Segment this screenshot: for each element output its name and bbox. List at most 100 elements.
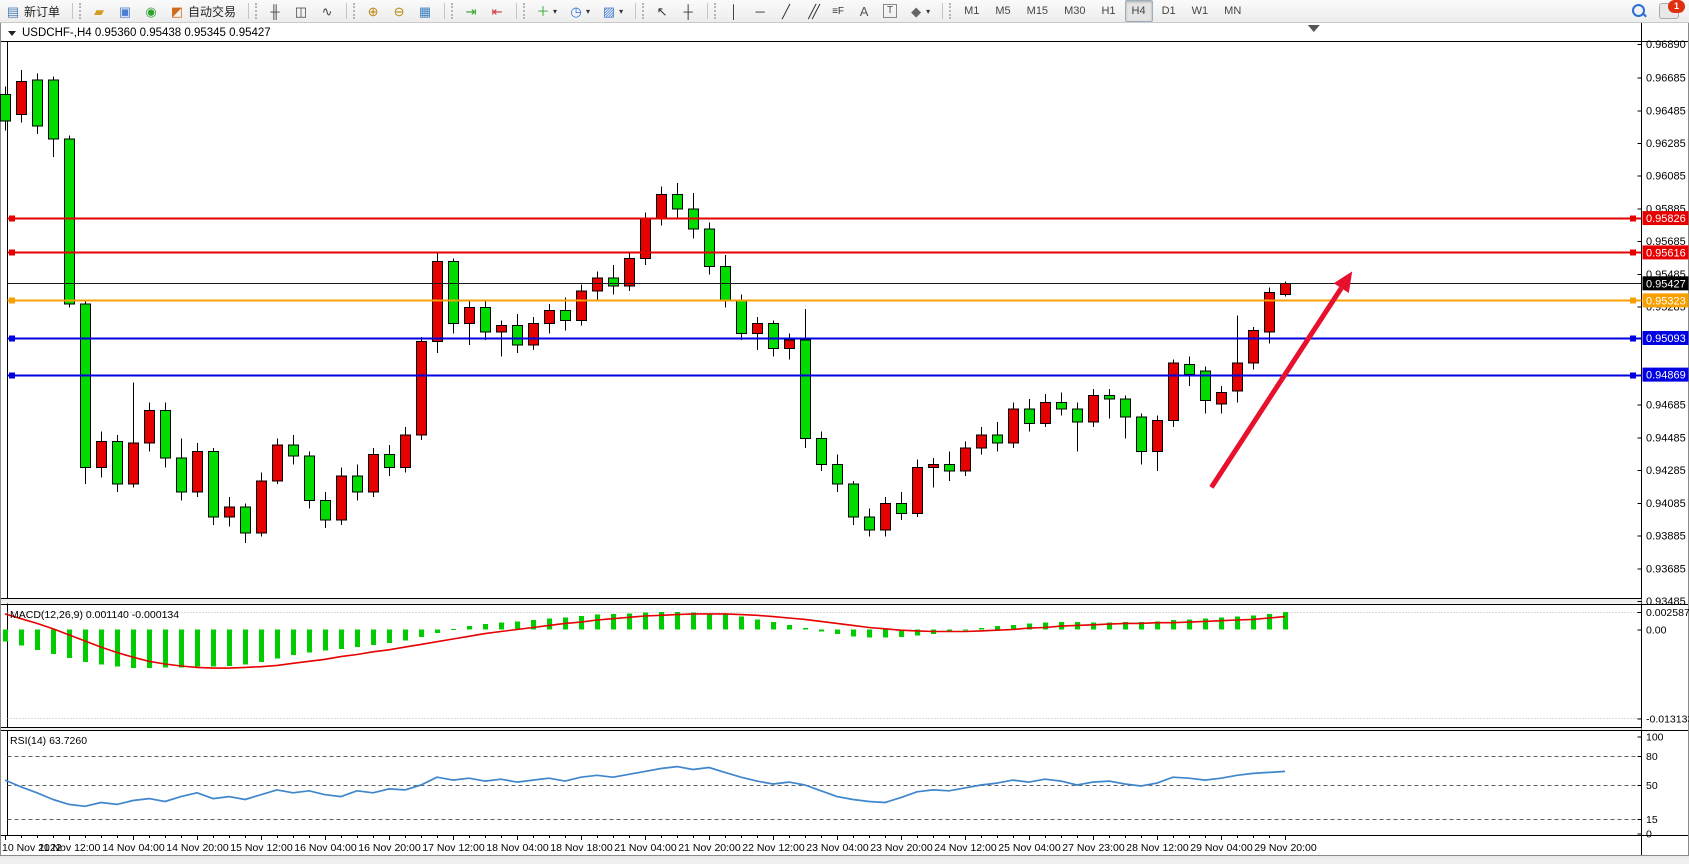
timeframe-button-w1[interactable]: W1 bbox=[1191, 5, 1209, 17]
cursor-button[interactable]: ↖ bbox=[650, 0, 674, 22]
toolbar-right: 1 bbox=[1631, 0, 1689, 19]
line-handle[interactable] bbox=[9, 249, 15, 256]
timeframe-button-d1[interactable]: D1 bbox=[1161, 5, 1176, 17]
toolbar-separator bbox=[346, 3, 348, 19]
line-handle[interactable] bbox=[9, 372, 15, 379]
signals-button[interactable]: ◉ bbox=[139, 0, 163, 22]
toolbar-grip bbox=[79, 3, 84, 19]
tile-windows-button[interactable]: ▦ bbox=[413, 0, 437, 22]
svg-text:29 Nov 04:00: 29 Nov 04:00 bbox=[1190, 842, 1253, 854]
line-handle[interactable] bbox=[9, 215, 15, 222]
timeframe-button-h4[interactable]: H4 bbox=[1124, 0, 1153, 22]
auto-trading-button-label: 自动交易 bbox=[188, 4, 237, 19]
template-icon: ▨ bbox=[602, 3, 616, 19]
trend-arrow[interactable] bbox=[1209, 271, 1353, 489]
timeframe-button-mn[interactable]: MN bbox=[1224, 5, 1242, 17]
svg-text:14 Nov 04:00: 14 Nov 04:00 bbox=[102, 842, 165, 854]
toolbar-separator bbox=[635, 3, 637, 19]
periods-button[interactable]: ◷ ▾ bbox=[564, 0, 595, 22]
line-handle[interactable] bbox=[1630, 249, 1636, 256]
doc-plus-icon: ▤ bbox=[6, 3, 20, 19]
svg-text:21 Nov 20:00: 21 Nov 20:00 bbox=[678, 842, 741, 854]
svg-text:0.96085: 0.96085 bbox=[1646, 171, 1686, 183]
line-handle[interactable] bbox=[1630, 215, 1636, 222]
search-icon[interactable] bbox=[1631, 3, 1647, 19]
chart-title: USDCHF-,H4 0.95360 0.95438 0.95345 0.954… bbox=[8, 27, 271, 39]
timeframe-button-h1[interactable]: H1 bbox=[1101, 5, 1116, 17]
timeframe-button-m30[interactable]: M30 bbox=[1064, 5, 1086, 17]
horizontal-line-button[interactable]: ─ bbox=[748, 0, 772, 22]
svg-text:27 Nov 23:00: 27 Nov 23:00 bbox=[1062, 842, 1125, 854]
vertical-line-button[interactable]: │ bbox=[722, 0, 746, 22]
zoom-out-button[interactable]: ⊖ bbox=[387, 0, 411, 22]
svg-text:0: 0 bbox=[1646, 829, 1652, 841]
auto-scroll-button[interactable]: ⇥ bbox=[459, 0, 483, 22]
indicators-button[interactable]: ＋ ▾ bbox=[531, 0, 562, 22]
line-handle[interactable] bbox=[9, 335, 15, 342]
templates-button[interactable]: ▨ ▾ bbox=[597, 0, 628, 22]
chevron-down-icon[interactable]: ▾ bbox=[553, 6, 558, 16]
cursor-icon: ↖ bbox=[656, 3, 668, 19]
timeframe-button-m5[interactable]: M5 bbox=[995, 5, 1011, 17]
svg-text:10 Nov 2022: 10 Nov 2022 bbox=[2, 842, 62, 854]
shapes-button[interactable]: ◆ ▾ bbox=[904, 0, 935, 22]
fibonacci-icon: ≡F bbox=[832, 5, 845, 17]
zoom-out-icon: ⊖ bbox=[393, 3, 405, 19]
svg-text:16 Nov 20:00: 16 Nov 20:00 bbox=[358, 842, 421, 854]
svg-text:0.95427: 0.95427 bbox=[1646, 278, 1686, 290]
toolbar-separator bbox=[942, 3, 944, 19]
horizontal-lines[interactable] bbox=[7, 215, 1642, 379]
bar-chart-button[interactable]: ╫ bbox=[263, 0, 287, 22]
svg-text:11 Nov 12:00: 11 Nov 12:00 bbox=[39, 842, 101, 854]
svg-text:17 Nov 12:00: 17 Nov 12:00 bbox=[422, 842, 485, 854]
label-button[interactable]: T bbox=[878, 0, 902, 22]
svg-text:0.002587: 0.002587 bbox=[1646, 607, 1689, 619]
toolbar-buttons: ▤ 新订单 ▰ ▣ ◉ ◩ 自动交易 ╫ ◫ ∿ ⊕ ⊖ ▦ ⇥ ⇤ ＋ ▾ ◷ ▾ ▨ ▾ ↖ ┼ │ ─ ╱ ╱╱ ≡F A T ◆ ▾ M… bbox=[0, 0, 1631, 22]
clock-icon: ◷ bbox=[570, 3, 582, 19]
chart-canvas[interactable]: USDCHF-,H4 0.95360 0.95438 0.95345 0.954… bbox=[0, 22, 1689, 859]
new-order-button[interactable]: ▤ 新订单 bbox=[1, 0, 65, 22]
svg-text:0.96685: 0.96685 bbox=[1646, 73, 1686, 85]
channel-button[interactable]: ╱╱ bbox=[800, 0, 824, 22]
svg-text:0.95826: 0.95826 bbox=[1646, 213, 1686, 225]
terminal-button[interactable]: ▣ bbox=[113, 0, 137, 22]
svg-text:25 Nov 04:00: 25 Nov 04:00 bbox=[998, 842, 1061, 854]
fibonacci-button[interactable]: ≡F bbox=[826, 0, 850, 22]
chart-shift-button[interactable]: ⇤ bbox=[485, 0, 509, 22]
chart-window[interactable]: USDCHF-,H4 0.95360 0.95438 0.95345 0.954… bbox=[0, 22, 1689, 859]
line-chart-button[interactable]: ∿ bbox=[315, 0, 339, 22]
crosshair-button[interactable]: ┼ bbox=[676, 0, 700, 22]
chart-shift-marker[interactable] bbox=[1307, 25, 1320, 32]
bar-chart-icon: ╫ bbox=[270, 3, 280, 19]
text-button[interactable]: A bbox=[852, 0, 876, 22]
chart-frame bbox=[0, 22, 1689, 859]
toolbar-grip bbox=[642, 3, 647, 19]
line-handle[interactable] bbox=[1630, 297, 1636, 304]
svg-text:21 Nov 04:00: 21 Nov 04:00 bbox=[614, 842, 677, 854]
shapes-icon: ◆ bbox=[911, 3, 922, 19]
svg-text:15 Nov 12:00: 15 Nov 12:00 bbox=[230, 842, 293, 854]
rsi-label: RSI(14) 63.7260 bbox=[10, 735, 87, 747]
auto-trading-button[interactable]: ◩ 自动交易 bbox=[165, 0, 241, 22]
chevron-down-icon[interactable]: ▾ bbox=[586, 6, 591, 16]
line-handle[interactable] bbox=[1630, 372, 1636, 379]
crosshair-icon: ┼ bbox=[683, 3, 693, 19]
svg-text:-0.013133: -0.013133 bbox=[1646, 713, 1689, 725]
candlestick-chart-button[interactable]: ◫ bbox=[289, 0, 313, 22]
symbol-dropdown-icon[interactable] bbox=[8, 31, 16, 36]
macd-label: MACD(12,26,9) 0.001140 -0.000134 bbox=[10, 609, 179, 621]
svg-text:16 Nov 04:00: 16 Nov 04:00 bbox=[294, 842, 357, 854]
market-watch-button[interactable]: ▰ bbox=[87, 0, 111, 22]
trendline-button[interactable]: ╱ bbox=[774, 0, 798, 22]
notifications-icon[interactable]: 1 bbox=[1659, 0, 1685, 19]
timeframe-button-m15[interactable]: M15 bbox=[1026, 5, 1049, 17]
chevron-down-icon[interactable]: ▾ bbox=[926, 6, 931, 16]
new-order-button-label: 新订单 bbox=[24, 4, 61, 19]
line-handle[interactable] bbox=[9, 297, 15, 304]
toolbar-grip bbox=[353, 3, 358, 19]
svg-text:0.96485: 0.96485 bbox=[1646, 105, 1686, 117]
line-handle[interactable] bbox=[1630, 335, 1636, 342]
chevron-down-icon[interactable]: ▾ bbox=[619, 6, 624, 16]
zoom-in-button[interactable]: ⊕ bbox=[361, 0, 385, 22]
timeframe-button-m1[interactable]: M1 bbox=[964, 5, 980, 17]
